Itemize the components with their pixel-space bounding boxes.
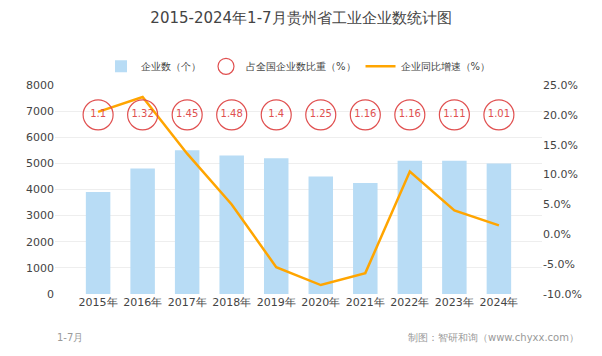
svg-text:2000: 2000 bbox=[26, 236, 54, 249]
svg-text:2022年: 2022年 bbox=[390, 296, 429, 309]
svg-text:1.4: 1.4 bbox=[268, 108, 284, 119]
svg-text:2017年: 2017年 bbox=[168, 296, 207, 309]
svg-text:1.1: 1.1 bbox=[90, 108, 106, 119]
svg-text:1.01: 1.01 bbox=[488, 108, 510, 119]
svg-text:5.0%: 5.0% bbox=[543, 198, 571, 211]
svg-text:10.0%: 10.0% bbox=[543, 168, 578, 181]
svg-text:企业数（个）: 企业数（个） bbox=[141, 61, 201, 72]
svg-text:2021年: 2021年 bbox=[346, 296, 385, 309]
svg-text:-5.0%: -5.0% bbox=[543, 258, 575, 271]
svg-text:7000: 7000 bbox=[26, 105, 54, 118]
svg-text:1.11: 1.11 bbox=[443, 108, 465, 119]
svg-text:1.32: 1.32 bbox=[131, 108, 153, 119]
svg-text:2019年: 2019年 bbox=[257, 296, 296, 309]
svg-text:2015年: 2015年 bbox=[79, 296, 118, 309]
svg-text:3000: 3000 bbox=[26, 209, 54, 222]
svg-text:2015-2024年1-7月贵州省工业企业数统计图: 2015-2024年1-7月贵州省工业企业数统计图 bbox=[150, 9, 451, 27]
svg-text:25.0%: 25.0% bbox=[543, 79, 578, 92]
svg-text:5000: 5000 bbox=[26, 157, 54, 170]
svg-text:2016年: 2016年 bbox=[123, 296, 162, 309]
svg-text:1.45: 1.45 bbox=[176, 108, 198, 119]
svg-text:1000: 1000 bbox=[26, 262, 54, 275]
svg-text:-10.0%: -10.0% bbox=[543, 288, 582, 301]
svg-text:1.16: 1.16 bbox=[399, 108, 421, 119]
svg-text:企业同比增速（%）: 企业同比增速（%） bbox=[401, 61, 491, 72]
svg-text:8000: 8000 bbox=[26, 79, 54, 92]
svg-text:2023年: 2023年 bbox=[435, 296, 474, 309]
svg-text:6000: 6000 bbox=[26, 131, 54, 144]
svg-text:2020年: 2020年 bbox=[301, 296, 340, 309]
svg-text:15.0%: 15.0% bbox=[543, 139, 578, 152]
svg-text:制图：智研和询（www.chyxx.com）: 制图：智研和询（www.chyxx.com） bbox=[408, 332, 579, 343]
svg-text:1.25: 1.25 bbox=[310, 108, 332, 119]
svg-text:0: 0 bbox=[47, 288, 54, 301]
svg-text:1.16: 1.16 bbox=[354, 108, 376, 119]
svg-text:4000: 4000 bbox=[26, 183, 54, 196]
svg-text:1.48: 1.48 bbox=[221, 108, 243, 119]
svg-text:0.0%: 0.0% bbox=[543, 228, 571, 241]
svg-text:2024年: 2024年 bbox=[479, 296, 518, 309]
svg-text:占全国企业数比重（%）: 占全国企业数比重（%） bbox=[246, 61, 356, 72]
svg-text:20.0%: 20.0% bbox=[543, 109, 578, 122]
svg-text:1-7月: 1-7月 bbox=[57, 332, 83, 343]
svg-text:2018年: 2018年 bbox=[212, 296, 251, 309]
